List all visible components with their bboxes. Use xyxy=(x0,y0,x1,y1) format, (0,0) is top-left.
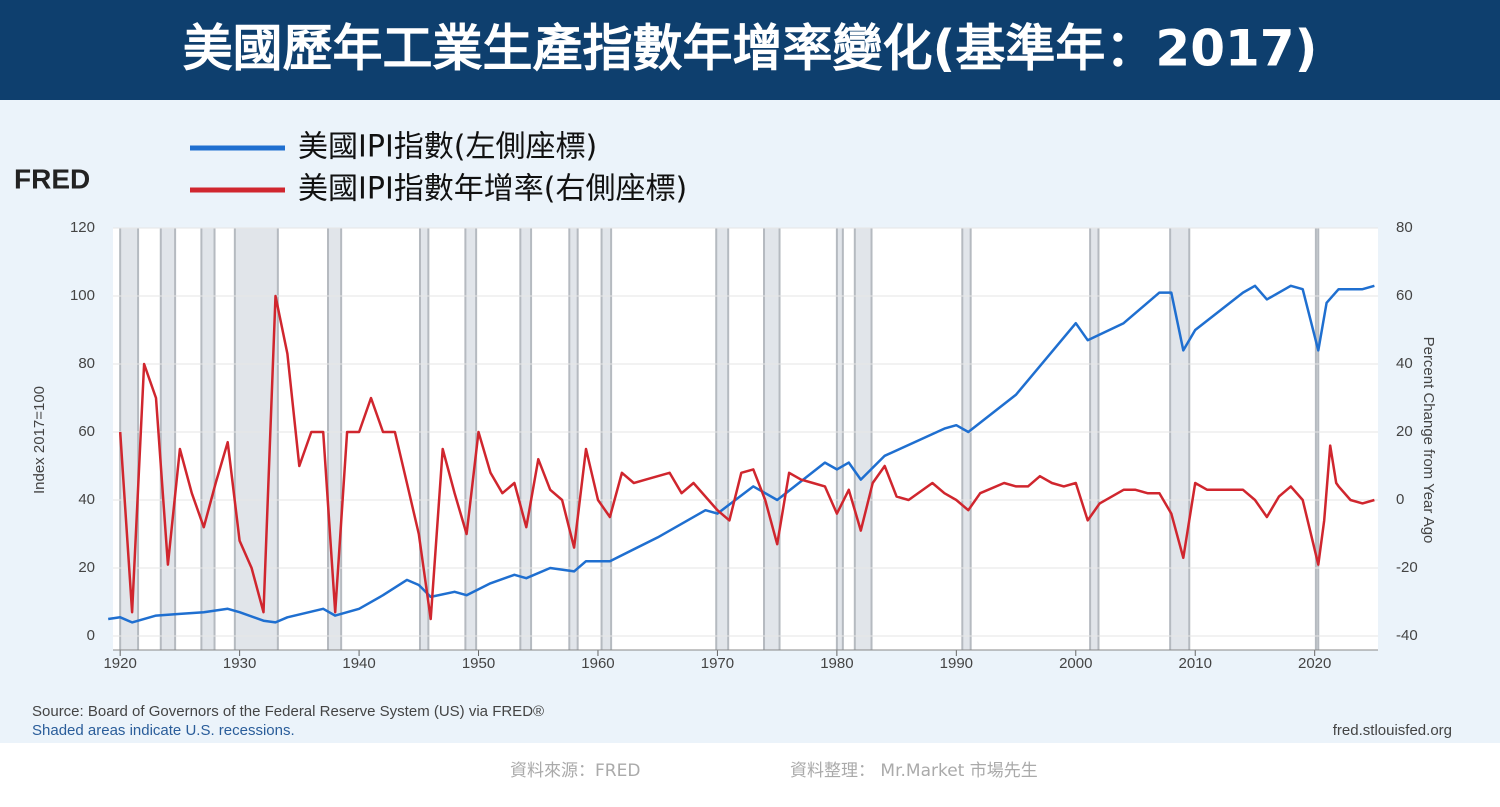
y-tick-label: 40 xyxy=(78,491,95,508)
chart-title: 美國歷年工業生產指數年增率變化(基準年：2017) xyxy=(183,20,1318,78)
note: Shaded areas indicate U.S. recessions. xyxy=(32,722,295,739)
y2-tick-label: 0 xyxy=(1396,491,1404,508)
y-tick-label: 60 xyxy=(78,423,95,440)
recession-band xyxy=(962,228,971,650)
recession-band xyxy=(764,228,780,650)
site: fred.stlouisfed.org xyxy=(1333,722,1452,739)
x-tick-label: 2000 xyxy=(1059,655,1092,672)
x-tick-label: 1970 xyxy=(701,655,734,672)
x-tick-label: 1930 xyxy=(223,655,256,672)
x-tick-label: 1960 xyxy=(581,655,614,672)
y2-tick-label: -40 xyxy=(1396,627,1418,644)
y-tick-label: 80 xyxy=(78,355,95,372)
y2-tick-label: -20 xyxy=(1396,559,1418,576)
recession-band xyxy=(201,228,215,650)
recession-band xyxy=(160,228,176,650)
series-line xyxy=(118,294,1375,621)
y2-tick-label: 80 xyxy=(1396,219,1413,236)
recession-band xyxy=(1170,228,1190,650)
y2-axis-label: Percent Change from Year Ago xyxy=(1420,337,1437,544)
x-tick-label: 1920 xyxy=(103,655,136,672)
footer-source: 資料來源：FRED xyxy=(510,761,640,781)
recession-band xyxy=(1090,228,1099,650)
recession-band xyxy=(520,228,532,650)
recession-band xyxy=(465,228,477,650)
x-tick-label: 2010 xyxy=(1179,655,1212,672)
y-tick-label: 100 xyxy=(70,287,95,304)
legend-label: 美國IPI指數(左側座標) xyxy=(298,130,597,165)
y-tick-label: 0 xyxy=(87,627,95,644)
recession-band xyxy=(716,228,729,650)
y-tick-label: 120 xyxy=(70,219,95,236)
legend-label: 美國IPI指數年增率(右側座標) xyxy=(298,172,687,207)
y2-tick-label: 60 xyxy=(1396,287,1413,304)
x-tick-label: 1980 xyxy=(820,655,853,672)
x-tick-label: 1990 xyxy=(940,655,973,672)
x-tick-label: 1950 xyxy=(462,655,495,672)
recession-band xyxy=(569,228,578,650)
source: Source: Board of Governors of the Federa… xyxy=(32,703,544,720)
recession-band xyxy=(419,228,429,650)
recession-band xyxy=(601,228,612,650)
recession-band xyxy=(1315,228,1319,650)
x-tick-label: 1940 xyxy=(342,655,375,672)
recession-band xyxy=(836,228,843,650)
recession-band xyxy=(854,228,872,650)
y-tick-label: 20 xyxy=(78,559,95,576)
y2-tick-label: 40 xyxy=(1396,355,1413,372)
title-bar xyxy=(0,0,1500,100)
recession-band xyxy=(120,228,139,650)
y2-tick-label: 20 xyxy=(1396,423,1413,440)
x-tick-label: 2020 xyxy=(1298,655,1331,672)
logo: FRED xyxy=(14,163,90,194)
series-line xyxy=(108,284,1375,624)
y-axis-label: Index 2017=100 xyxy=(31,386,48,494)
footer-author: 資料整理： Mr.Market 市場先生 xyxy=(790,761,1038,781)
